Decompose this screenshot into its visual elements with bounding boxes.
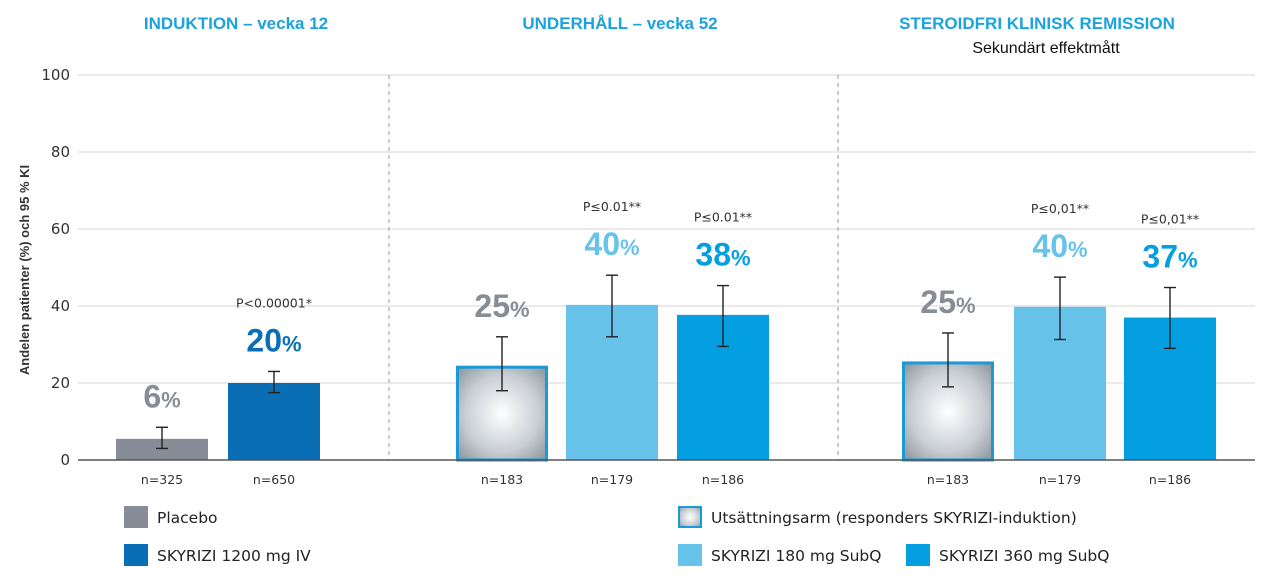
- bar-value-number: 40: [1032, 228, 1068, 264]
- sample-size-label: n=179: [591, 472, 633, 487]
- panel-title-induction: INDUKTION – vecka 12: [144, 14, 328, 33]
- y-tick-label: 20: [51, 374, 70, 392]
- legend-item-withdrawal: Utsättningsarm (responders SKYRIZI-induk…: [678, 506, 1077, 528]
- bar-value-label: 37%: [1142, 239, 1197, 275]
- y-tick-label: 40: [51, 297, 70, 315]
- y-tick-label: 0: [60, 451, 70, 469]
- legend-swatch: [124, 544, 148, 566]
- error-bar: [1054, 276, 1066, 341]
- error-bar: [942, 332, 954, 388]
- legend-label: SKYRIZI 1200 mg IV: [157, 547, 311, 565]
- legend-item-skyrizi_360: SKYRIZI 360 mg SubQ: [906, 544, 1109, 566]
- bar-value-label: 40%: [1032, 228, 1087, 264]
- bar-value-label: 25%: [474, 288, 529, 324]
- bar-value-number: 25: [920, 284, 956, 320]
- legend-label: Utsättningsarm (responders SKYRIZI-induk…: [711, 509, 1077, 527]
- legend-item-placebo: Placebo: [124, 506, 218, 528]
- bar-value-number: 37: [1142, 239, 1178, 275]
- sample-size-label: n=325: [141, 472, 183, 487]
- sample-size-label: n=186: [1149, 472, 1191, 487]
- error-bar: [606, 274, 618, 338]
- bar-value-number: 25: [474, 288, 510, 324]
- p-value-label: P<0.00001*: [236, 295, 312, 310]
- legend-swatch: [124, 506, 148, 528]
- legend-label: SKYRIZI 180 mg SubQ: [711, 547, 881, 565]
- y-axis-ticks: 0 20 40 60 80 100: [41, 66, 70, 469]
- panel-title-steroid-free: STEROIDFRI KLINISK REMISSION: [899, 14, 1175, 33]
- p-value-label: P≤0.01**: [583, 199, 641, 214]
- bar-value-percent: %: [620, 235, 640, 260]
- bar-value-number: 20: [246, 322, 282, 358]
- bar-value-label: 40%: [584, 226, 639, 262]
- bar-value-percent: %: [161, 387, 181, 412]
- bar-value-label: 25%: [920, 284, 975, 320]
- p-value-label: P≤0,01**: [1141, 212, 1199, 227]
- legend-item-skyrizi_180: SKYRIZI 180 mg SubQ: [678, 544, 881, 566]
- bar-value-label: 38%: [695, 237, 750, 273]
- bars: [116, 274, 1216, 462]
- legend-label: SKYRIZI 360 mg SubQ: [939, 547, 1109, 565]
- p-value-label: P≤0.01**: [694, 210, 752, 225]
- legend: Placebo SKYRIZI 1200 mg IV Utsättningsarm …: [124, 506, 1109, 566]
- bar-skyrizi_1200: [228, 383, 320, 460]
- y-tick-label: 60: [51, 220, 70, 238]
- sample-size-label: n=186: [702, 472, 744, 487]
- legend-swatch: [678, 506, 702, 528]
- panel-title-maintenance: UNDERHÅLL – vecka 52: [522, 14, 717, 33]
- p-value-label: P≤0,01**: [1031, 201, 1089, 216]
- legend-swatch: [906, 544, 930, 566]
- legend-item-skyrizi_1200: SKYRIZI 1200 mg IV: [124, 544, 311, 566]
- sample-size-label: n=183: [927, 472, 969, 487]
- bar-value-number: 40: [584, 226, 620, 262]
- bar-value-percent: %: [1178, 248, 1198, 273]
- error-bar: [156, 426, 168, 450]
- y-axis-label: Andelen patienter (%) och 95 % KI: [17, 165, 32, 375]
- bar-value-label: 20%: [246, 322, 301, 358]
- bar-value-label: 6%: [143, 378, 180, 414]
- bar-annotations: 6% n=325 20% P<0.00001* n=650 25% n=183 40% P≤0.…: [141, 199, 1199, 487]
- bar-value-percent: %: [282, 331, 302, 356]
- panel-subtitle-steroid-free: Sekundärt effektmått: [972, 39, 1120, 57]
- legend-swatch: [678, 544, 702, 566]
- error-bar: [268, 370, 280, 394]
- sample-size-label: n=179: [1039, 472, 1081, 487]
- sample-size-label: n=650: [253, 472, 295, 487]
- bar-value-percent: %: [510, 297, 530, 322]
- error-bar: [496, 336, 508, 392]
- error-bar: [1164, 286, 1176, 350]
- bar-value-number: 6: [143, 378, 161, 414]
- y-tick-label: 80: [51, 143, 70, 161]
- bar-value-percent: %: [1068, 237, 1088, 262]
- bar-placebo: [116, 438, 208, 460]
- error-bar: [717, 284, 729, 348]
- bar-value-percent: %: [731, 246, 751, 271]
- legend-label: Placebo: [157, 509, 218, 527]
- y-tick-label: 100: [41, 66, 70, 84]
- bar-value-number: 38: [695, 237, 731, 273]
- bar-value-percent: %: [956, 293, 976, 318]
- sample-size-label: n=183: [481, 472, 523, 487]
